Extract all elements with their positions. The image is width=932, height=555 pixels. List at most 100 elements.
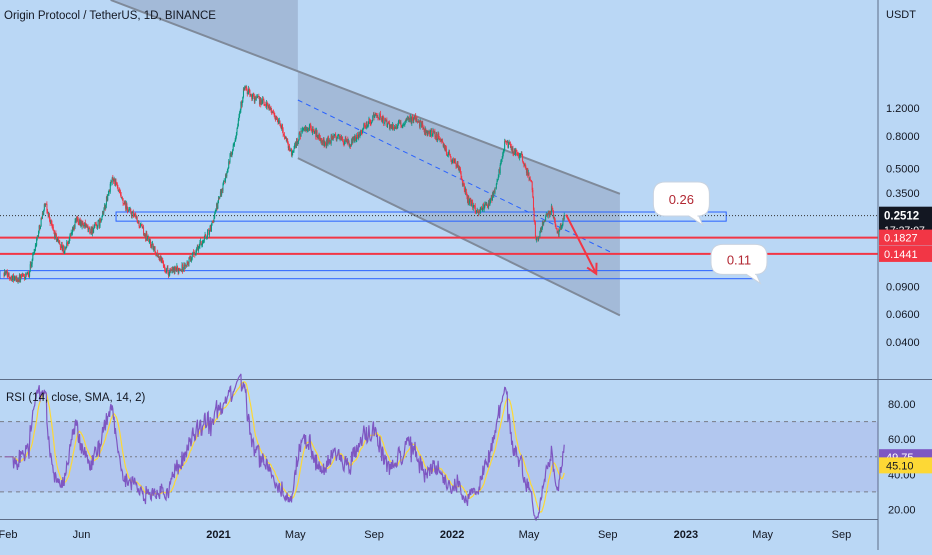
candle-body — [72, 227, 74, 233]
candle-body — [80, 222, 82, 227]
candle-body — [514, 150, 516, 154]
candle-body — [203, 240, 205, 242]
candle-body — [194, 253, 196, 255]
candle-body — [335, 136, 337, 140]
candle-body — [543, 222, 545, 224]
candle-body — [117, 187, 119, 190]
target-arrow[interactable] — [565, 214, 598, 276]
candle-body — [216, 204, 218, 210]
rsi-pane[interactable]: RSI (14, close, SMA, 14, 2) — [0, 373, 878, 522]
candle-body — [380, 116, 382, 118]
candle-body — [413, 117, 415, 119]
rsi-tick-label: 20.00 — [888, 505, 916, 517]
candle-body — [26, 273, 28, 275]
candle-body — [64, 246, 66, 249]
candle-body — [239, 110, 241, 113]
candle-body — [444, 145, 446, 149]
candle-body — [424, 129, 426, 135]
candle-body — [43, 209, 45, 215]
candle-body — [485, 203, 487, 206]
candle-body — [283, 134, 285, 137]
candle-body — [412, 118, 414, 121]
price-label-text: 0.1441 — [884, 249, 918, 261]
candle-body — [23, 276, 25, 279]
candle-body — [504, 141, 506, 142]
candle-body — [342, 139, 344, 142]
candle-body — [68, 238, 70, 244]
candle-body — [37, 236, 39, 238]
callout[interactable]: 0.11 — [710, 243, 768, 285]
candle-body — [406, 118, 408, 121]
candle-body — [428, 131, 430, 132]
candle-body — [241, 102, 243, 106]
candle-body — [77, 217, 79, 219]
candle-body — [372, 116, 374, 121]
candle-body — [359, 133, 361, 136]
candle-body — [328, 137, 330, 144]
candle-body — [208, 229, 210, 235]
candle-body — [433, 130, 435, 133]
channel-upper-line[interactable] — [110, 0, 621, 195]
candle-body — [390, 124, 392, 128]
candle-body — [452, 159, 454, 161]
candle-body — [368, 118, 370, 124]
candle-body — [90, 229, 92, 233]
candle-body — [267, 103, 269, 108]
candle-body — [196, 245, 198, 249]
candle-body — [109, 183, 111, 192]
candle-body — [98, 220, 100, 227]
candle-body — [426, 131, 428, 133]
candle-body — [544, 219, 546, 221]
candle-body — [510, 146, 512, 148]
candle-body — [196, 248, 198, 251]
support-zone[interactable] — [0, 270, 757, 280]
descending-channel[interactable] — [110, 0, 621, 317]
candle-body — [558, 230, 560, 236]
candle-body — [7, 274, 9, 276]
candle-body — [157, 255, 159, 257]
candle-body — [515, 149, 517, 151]
candle-body — [146, 238, 148, 240]
candle-body — [126, 203, 128, 208]
candle-body — [6, 270, 8, 275]
candle-body — [326, 139, 328, 146]
candle-body — [143, 234, 145, 236]
candle-body — [190, 258, 192, 261]
candle-body — [488, 200, 490, 207]
candle-body — [407, 118, 409, 120]
candle-body — [105, 204, 107, 209]
candle-body — [10, 277, 12, 279]
candle-body — [392, 124, 394, 128]
candle-body — [371, 120, 373, 123]
candle-body — [83, 225, 85, 227]
candle-body — [548, 212, 550, 214]
candle-body — [344, 141, 346, 144]
candle-body — [534, 222, 536, 238]
candle-body — [217, 197, 219, 204]
candle-body — [133, 214, 135, 217]
candle-body — [484, 203, 486, 205]
candle-body — [251, 94, 253, 99]
candle-body — [52, 226, 54, 231]
resistance-zone[interactable] — [115, 211, 727, 222]
candle-body — [264, 104, 266, 106]
candle-body — [348, 141, 350, 146]
candle-body — [100, 220, 102, 221]
candle-body — [470, 202, 472, 206]
last-price-label: 0.2512 — [884, 211, 919, 223]
candle-body — [209, 231, 211, 235]
candle-body — [134, 213, 136, 217]
candle-body — [16, 277, 18, 280]
candle-body — [337, 135, 339, 138]
time-tick-label: 2021 — [206, 529, 230, 541]
callout[interactable]: 0.26 — [652, 181, 710, 227]
candle-body — [527, 168, 529, 176]
candle-body — [94, 223, 96, 227]
candle-body — [70, 232, 72, 236]
candle-body — [76, 217, 78, 221]
candle-body — [456, 161, 458, 168]
candle-body — [178, 268, 180, 273]
